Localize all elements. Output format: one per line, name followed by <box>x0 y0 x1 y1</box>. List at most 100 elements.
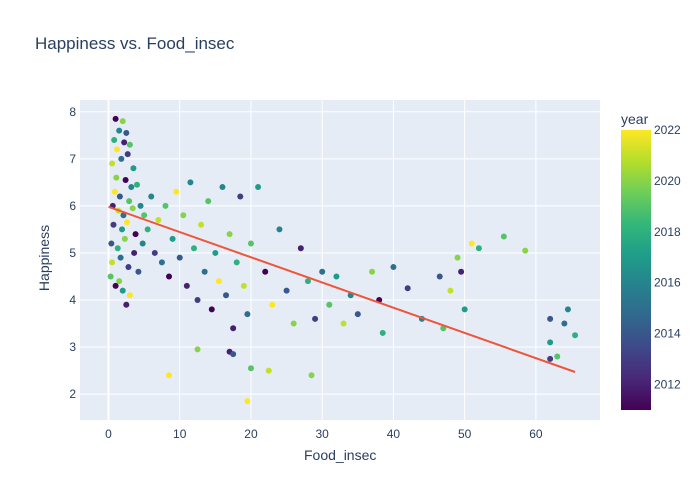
data-point[interactable] <box>124 151 131 158</box>
data-point[interactable] <box>233 259 240 266</box>
data-point[interactable] <box>198 221 205 228</box>
data-point[interactable] <box>124 219 131 226</box>
data-point[interactable] <box>304 278 311 285</box>
data-point[interactable] <box>290 320 297 327</box>
data-point[interactable] <box>547 355 554 362</box>
data-point[interactable] <box>108 240 115 247</box>
data-point[interactable] <box>447 287 454 294</box>
data-point[interactable] <box>454 254 461 261</box>
data-point[interactable] <box>166 273 173 280</box>
data-point[interactable] <box>205 198 212 205</box>
data-point[interactable] <box>475 245 482 252</box>
data-point[interactable] <box>212 249 219 256</box>
data-point[interactable] <box>379 329 386 336</box>
data-point[interactable] <box>114 146 121 153</box>
data-point[interactable] <box>123 129 130 136</box>
data-point[interactable] <box>187 179 194 186</box>
data-point[interactable] <box>230 351 237 358</box>
data-point[interactable] <box>111 137 118 143</box>
data-point[interactable] <box>194 346 201 353</box>
data-point[interactable] <box>240 282 247 289</box>
data-point[interactable] <box>109 259 116 266</box>
data-point[interactable] <box>114 245 121 252</box>
data-point[interactable] <box>244 398 251 405</box>
data-point[interactable] <box>110 221 117 228</box>
data-point[interactable] <box>109 160 116 167</box>
data-point[interactable] <box>111 188 118 195</box>
data-point[interactable] <box>223 292 230 299</box>
data-point[interactable] <box>247 365 254 372</box>
data-point[interactable] <box>312 315 319 322</box>
data-point[interactable] <box>547 315 554 322</box>
data-point[interactable] <box>132 231 139 238</box>
data-point[interactable] <box>117 254 124 261</box>
data-point[interactable] <box>118 155 125 162</box>
data-point[interactable] <box>564 306 571 313</box>
data-point[interactable] <box>144 226 151 233</box>
data-point[interactable] <box>166 372 173 379</box>
data-point[interactable] <box>173 188 180 195</box>
data-point[interactable] <box>208 306 215 313</box>
data-point[interactable] <box>522 247 529 254</box>
data-point[interactable] <box>116 278 123 285</box>
data-point[interactable] <box>112 282 119 289</box>
data-point[interactable] <box>237 193 244 200</box>
data-point[interactable] <box>458 268 465 275</box>
data-point[interactable] <box>137 202 144 209</box>
data-point[interactable] <box>180 212 187 219</box>
data-point[interactable] <box>190 245 197 252</box>
data-point[interactable] <box>126 198 133 205</box>
data-point[interactable] <box>226 231 233 238</box>
data-point[interactable] <box>135 268 142 275</box>
data-point[interactable] <box>158 259 165 266</box>
data-point[interactable] <box>269 301 276 308</box>
data-point[interactable] <box>319 268 326 275</box>
data-point[interactable] <box>151 249 158 256</box>
data-point[interactable] <box>113 174 120 181</box>
data-point[interactable] <box>141 212 148 219</box>
data-point[interactable] <box>262 268 269 275</box>
data-point[interactable] <box>283 287 290 294</box>
data-point[interactable] <box>219 184 226 191</box>
data-point[interactable] <box>340 320 347 327</box>
data-point[interactable] <box>131 249 138 256</box>
data-point[interactable] <box>308 372 315 379</box>
data-point[interactable] <box>333 273 340 280</box>
data-point[interactable] <box>119 226 126 233</box>
data-point[interactable] <box>126 292 133 299</box>
data-point[interactable] <box>139 240 146 247</box>
data-point[interactable] <box>148 193 155 200</box>
data-point[interactable] <box>120 212 127 219</box>
data-point[interactable] <box>112 115 119 122</box>
data-point[interactable] <box>107 273 114 280</box>
data-point[interactable] <box>119 287 126 294</box>
data-point[interactable] <box>244 311 251 318</box>
data-point[interactable] <box>572 332 579 339</box>
data-point[interactable] <box>194 297 201 303</box>
data-point[interactable] <box>461 306 468 313</box>
data-point[interactable] <box>169 235 176 242</box>
data-point[interactable] <box>255 184 262 191</box>
data-point[interactable] <box>390 264 397 271</box>
data-point[interactable] <box>129 205 136 212</box>
data-point[interactable] <box>119 118 126 125</box>
data-point[interactable] <box>183 282 190 289</box>
data-point[interactable] <box>176 254 183 261</box>
data-point[interactable] <box>354 311 361 318</box>
data-point[interactable] <box>121 235 128 242</box>
data-point[interactable] <box>122 177 129 183</box>
data-point[interactable] <box>116 193 123 200</box>
data-point[interactable] <box>265 367 272 374</box>
data-point[interactable] <box>125 264 132 271</box>
data-point[interactable] <box>369 268 376 275</box>
data-point[interactable] <box>247 240 254 247</box>
data-point[interactable] <box>230 325 237 332</box>
data-point[interactable] <box>326 301 333 308</box>
data-point[interactable] <box>121 139 128 146</box>
data-point[interactable] <box>116 127 123 134</box>
data-point[interactable] <box>123 301 130 308</box>
data-point[interactable] <box>404 285 411 292</box>
data-point[interactable] <box>297 245 304 252</box>
data-point[interactable] <box>133 181 140 188</box>
data-point[interactable] <box>561 320 568 327</box>
